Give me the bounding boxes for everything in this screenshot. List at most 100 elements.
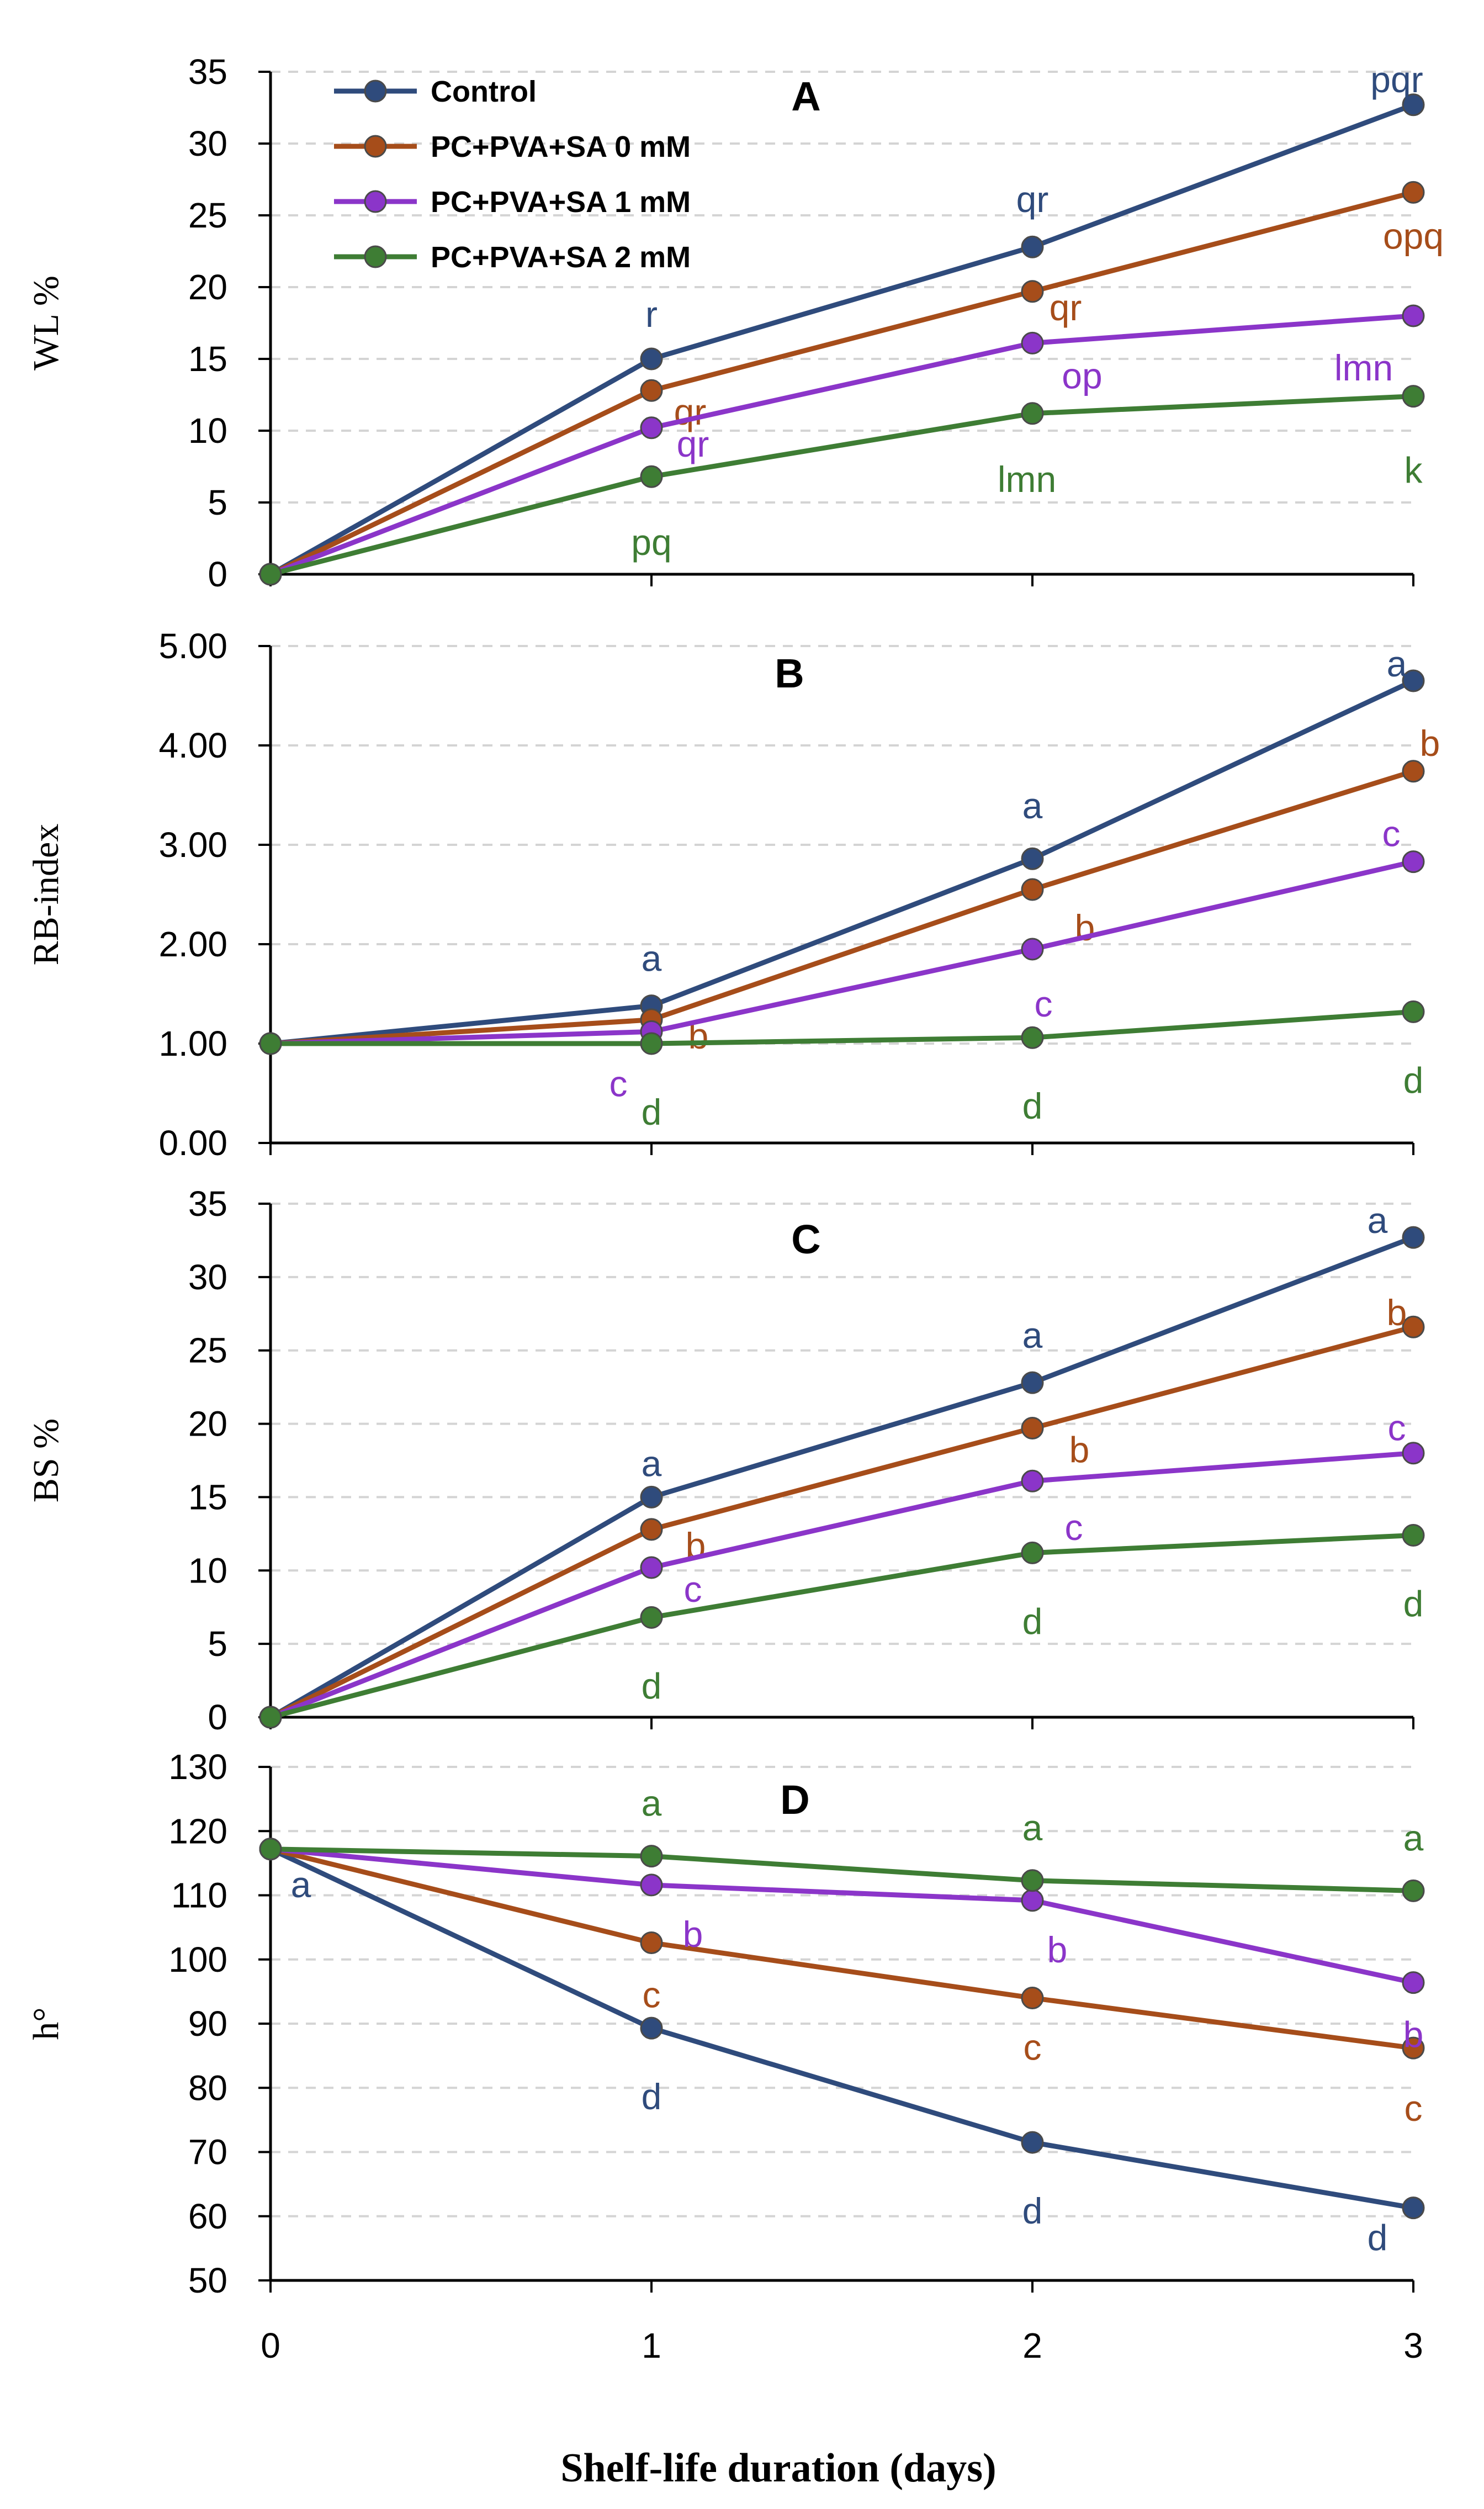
significance-label: a: [1403, 1817, 1424, 1858]
y-tick-label: 130: [168, 1747, 227, 1787]
y-tick-label: 25: [188, 195, 227, 235]
data-point: [1021, 1869, 1044, 1892]
data-point: [1021, 331, 1044, 354]
series-line-pc-pva-sa-1-mm: [270, 859, 1414, 1046]
y-tick-label: 60: [188, 2196, 227, 2236]
data-point: [640, 416, 663, 440]
significance-label: d: [1022, 1086, 1043, 1126]
y-tick-label: 3.00: [158, 825, 227, 865]
series-line-pc-pva-sa-1-mm: [270, 1846, 1414, 1985]
shared-x-axis: 0 1 2 3: [261, 2326, 1423, 2365]
y-tick-label: 5: [208, 1624, 227, 1664]
data-point: [640, 1518, 663, 1541]
legend-label: PC+PVA+SA 2 mM: [431, 241, 691, 274]
data-point: [1021, 1469, 1044, 1492]
data-point: [259, 1838, 282, 1861]
data-point: [1402, 1524, 1425, 1547]
legend-label: PC+PVA+SA 0 mM: [431, 130, 691, 163]
y-tick-label: 5: [208, 483, 227, 522]
y-tick-label: 15: [188, 1477, 227, 1517]
data-point: [1021, 878, 1044, 901]
data-point: [640, 1556, 663, 1579]
y-tick-label: 100: [168, 1940, 227, 1979]
significance-label: a: [1022, 1807, 1043, 1848]
significance-label: b: [1420, 723, 1440, 764]
data-point: [1402, 304, 1425, 327]
data-point: [259, 1032, 282, 1055]
significance-label: c: [1035, 983, 1053, 1024]
significance-label: b: [1047, 1929, 1068, 1970]
significance-label: op: [1062, 355, 1102, 396]
data-point: [1402, 669, 1425, 692]
series-line-control: [270, 678, 1414, 1046]
data-point: [1021, 938, 1044, 961]
legend-marker: [364, 135, 387, 158]
series-line-pc-pva-sa-1-mm: [269, 313, 1414, 577]
significance-label: a: [642, 1783, 662, 1824]
data-point: [1402, 1226, 1425, 1249]
data-point: [1402, 2036, 1425, 2060]
legend-label: Control: [431, 75, 537, 108]
data-point: [1402, 385, 1425, 408]
y-tick-label: 4.00: [158, 726, 227, 765]
panel-title: A: [791, 73, 820, 119]
y-axis-label: BS %: [26, 1418, 66, 1502]
legend-marker: [364, 245, 387, 268]
y-tick-label: 80: [188, 2068, 227, 2108]
significance-label: c: [1388, 1407, 1406, 1448]
significance-label: qr: [674, 391, 707, 432]
data-point: [640, 1485, 663, 1508]
series-line-pc-pva-sa-0-mm: [270, 769, 1414, 1046]
significance-label: qr: [677, 424, 709, 464]
significance-label: pqr: [1370, 59, 1423, 100]
series-line-pc-pva-sa-2-mm: [271, 1009, 1414, 1046]
data-point: [1402, 93, 1425, 117]
data-point: [1021, 1541, 1044, 1564]
series-line-pc-pva-sa-2-mm: [269, 1533, 1414, 1720]
significance-label: qr: [1050, 287, 1082, 328]
significance-label: b: [1075, 907, 1095, 948]
significance-label: qr: [1016, 179, 1049, 220]
series-line-pc-pva-sa-0-mm: [269, 1846, 1414, 2051]
y-tick-label: 35: [188, 1184, 227, 1224]
data-point: [640, 1845, 663, 1868]
significance-label: d: [1022, 1601, 1043, 1642]
significance-label: c: [684, 1569, 702, 1610]
y-axis-label: RB-index: [26, 824, 66, 966]
significance-label: c: [643, 1975, 661, 2015]
significance-label: opq: [1383, 215, 1444, 256]
data-point: [640, 347, 663, 370]
legend-marker: [364, 190, 387, 213]
x-tick-label: 1: [642, 2326, 661, 2365]
y-tick-label: 0: [208, 554, 227, 594]
significance-label: d: [1022, 2190, 1043, 2231]
significance-label: d: [1403, 1060, 1424, 1100]
y-tick-label: 25: [188, 1331, 227, 1370]
y-tick-label: 15: [188, 339, 227, 379]
data-point: [1402, 760, 1425, 783]
y-tick-label: 50: [188, 2261, 227, 2300]
significance-label: c: [1065, 1507, 1083, 1548]
data-point: [1021, 235, 1044, 258]
significance-label: b: [683, 1914, 703, 1955]
series-line-pc-pva-sa-0-mm: [269, 190, 1414, 577]
y-axis-label: WL %: [26, 276, 66, 370]
data-point: [640, 465, 663, 488]
significance-label: c: [1024, 2027, 1042, 2068]
series-line-pc-pva-sa-2-mm: [269, 394, 1414, 577]
data-point: [640, 1032, 663, 1055]
data-point: [1021, 1987, 1044, 2009]
y-tick-label: 30: [188, 124, 227, 163]
y-tick-label: 10: [188, 411, 227, 451]
data-point: [1021, 402, 1044, 425]
data-point: [1021, 280, 1044, 303]
significance-label: k: [1404, 450, 1423, 491]
data-point: [1402, 2196, 1425, 2220]
data-point: [1402, 1315, 1425, 1338]
data-point: [1021, 2131, 1044, 2154]
significance-label: c: [1382, 813, 1401, 854]
y-tick-label: 30: [188, 1257, 227, 1297]
